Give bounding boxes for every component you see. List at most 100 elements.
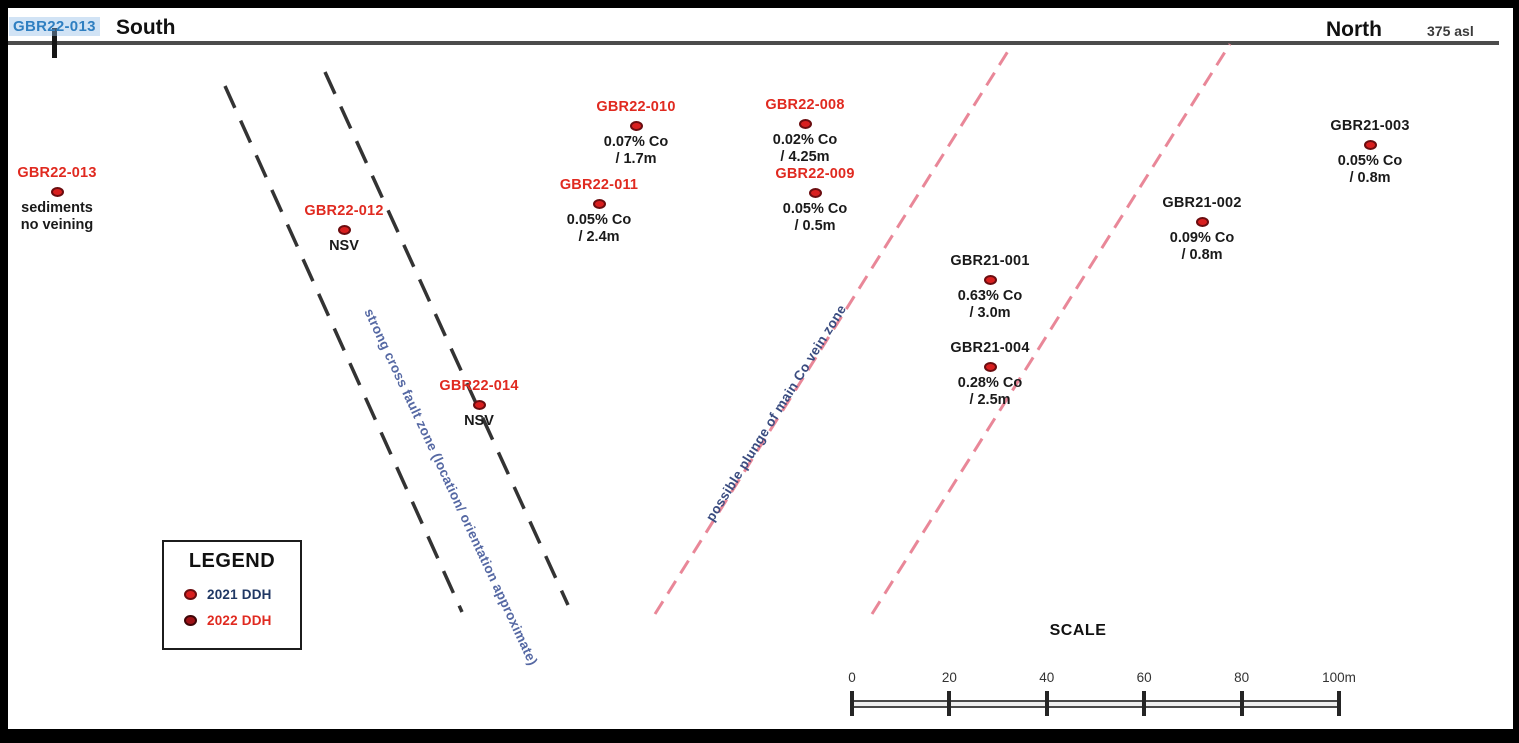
drill-hole-label: GBR21-004 [950, 340, 1030, 356]
drill-hole-notes: 0.28% Co/ 2.5m [910, 375, 1070, 409]
drill-hole-note: / 0.5m [794, 218, 836, 234]
scale-tick [850, 691, 854, 716]
drill-hole-note: 0.63% Co [957, 288, 1023, 304]
drill-hole-label: GBR22-011 [559, 177, 639, 193]
drill-hole-note: / 0.8m [1181, 247, 1223, 263]
frame-border-left [0, 0, 8, 743]
drill-hole-label: GBR22-012 [304, 203, 384, 219]
drill-hole-GBR21-003: GBR21-003 0.05% Co/ 0.8m [1290, 118, 1450, 187]
drill-hole-note: NSV [464, 413, 494, 429]
drill-hole-label: GBR21-003 [1330, 118, 1410, 134]
drill-hole-note: / 1.7m [615, 151, 657, 167]
drill-hole-note: 0.05% Co [782, 201, 848, 217]
scale-title: SCALE [1049, 622, 1107, 639]
legend-item-2021: 2021 DDH [184, 587, 300, 602]
collar-hole-label: GBR22-013 [9, 17, 100, 36]
drill-hole-notes: sediments no veining [0, 200, 137, 234]
fault-line-2 [323, 71, 570, 606]
drill-hole-dot-icon [798, 119, 812, 129]
drill-hole-GBR22-009: GBR22-009 0.05% Co/ 0.5m [735, 166, 895, 235]
scale-tick [1337, 691, 1341, 716]
scale-tick-label: 100m [1322, 670, 1356, 685]
drill-hole-notes: 0.07% Co/ 1.7m [556, 134, 716, 168]
drill-hole-note: 0.02% Co [772, 132, 838, 148]
drill-hole-note: no veining [20, 217, 94, 233]
drill-hole-GBR22-010: GBR22-010 0.07% Co/ 1.7m [556, 99, 716, 168]
elevation-label: 375 asl [1427, 23, 1474, 39]
drill-hole-GBR22-014: GBR22-014 NSV [399, 378, 559, 430]
drill-hole-note: sediments [21, 200, 93, 216]
scale-tick [1044, 691, 1049, 716]
drill-hole-dot-icon [629, 121, 643, 131]
drill-hole-notes: 0.09% Co/ 0.8m [1122, 230, 1282, 264]
north-label: North [1326, 18, 1382, 41]
drill-hole-GBR22-012: GBR22-012 NSV [264, 203, 424, 255]
scale-tick-label: 20 [941, 670, 957, 685]
fault-zone-annotation: strong cross fault zone (location/ orien… [361, 306, 541, 668]
legend-item-label: 2021 DDH [207, 587, 272, 602]
legend-item-label: 2022 DDH [207, 613, 272, 628]
scale-tick-label: 80 [1234, 670, 1250, 685]
drill-hole-dot-icon [592, 199, 606, 209]
drill-hole-notes: 0.63% Co/ 3.0m [910, 288, 1070, 322]
drill-hole-label: GBR22-010 [596, 99, 676, 115]
scale-tick-label: 60 [1136, 670, 1152, 685]
legend-title: LEGEND [188, 550, 276, 572]
drill-hole-dot-icon [1363, 140, 1377, 150]
drill-hole-notes: 0.05% Co/ 0.5m [735, 201, 895, 235]
fault-line-1 [223, 85, 464, 613]
drill-hole-dot-icon [50, 187, 64, 197]
drill-hole-notes: NSV [399, 413, 559, 430]
drill-hole-dot-icon [1195, 217, 1209, 227]
vein-zone-annotation: possible plunge of main Co vein zone [702, 302, 850, 524]
drill-hole-note: / 2.4m [578, 229, 620, 245]
drill-hole-note: / 0.8m [1349, 170, 1391, 186]
scale-tick [1142, 691, 1147, 716]
collar-tick-mark [52, 28, 57, 58]
drill-hole-note: / 2.5m [969, 392, 1011, 408]
drill-hole-label: GBR22-008 [765, 97, 845, 113]
frame-border-top [0, 0, 1519, 8]
legend-2022-ddh-dot-icon [184, 615, 197, 626]
drill-hole-GBR22-008: GBR22-008 0.02% Co/ 4.25m [725, 97, 885, 166]
drill-hole-notes: 0.05% Co/ 2.4m [519, 212, 679, 246]
frame-border-right [1513, 0, 1519, 743]
drill-hole-dot-icon [983, 275, 997, 285]
drill-hole-note: / 3.0m [969, 305, 1011, 321]
drill-hole-note: / 4.25m [780, 149, 830, 165]
drill-hole-note: 0.05% Co [566, 212, 632, 228]
legend: LEGEND 2021 DDH 2022 DDH [162, 540, 302, 650]
drill-hole-label: GBR21-002 [1162, 195, 1242, 211]
drill-hole-label: GBR21-001 [950, 253, 1030, 269]
scale-tick [947, 691, 952, 716]
drill-hole-label: GBR22-009 [775, 166, 855, 182]
drill-hole-GBR22-011: GBR22-011 0.05% Co/ 2.4m [519, 177, 679, 246]
legend-item-2022: 2022 DDH [184, 613, 300, 628]
scale-bar [852, 700, 1339, 708]
surface-elevation-line [8, 41, 1499, 45]
legend-2021-ddh-dot-icon [184, 589, 197, 600]
drill-hole-note: NSV [329, 238, 359, 254]
drill-hole-GBR21-002: GBR21-002 0.09% Co/ 0.8m [1122, 195, 1282, 264]
drill-hole-notes: 0.02% Co/ 4.25m [725, 132, 885, 166]
drill-hole-note: 0.05% Co [1337, 153, 1403, 169]
drill-hole-dot-icon [983, 362, 997, 372]
drill-hole-GBR21-004: GBR21-004 0.28% Co/ 2.5m [910, 340, 1070, 409]
drill-hole-GBR21-001: GBR21-001 0.63% Co/ 3.0m [910, 253, 1070, 322]
drill-hole-notes: NSV [264, 238, 424, 255]
drill-hole-note: 0.07% Co [603, 134, 669, 150]
drill-hole-label: GBR22-013 [17, 165, 97, 181]
frame-border-bottom [0, 729, 1519, 743]
drill-hole-label: GBR22-014 [439, 378, 519, 394]
drill-hole-GBR22-013: GBR22-013 sediments no veining [0, 165, 137, 234]
drill-hole-note: 0.09% Co [1169, 230, 1235, 246]
south-label: South [116, 16, 176, 39]
drill-hole-dot-icon [337, 225, 351, 235]
scale-tick-label: 40 [1039, 670, 1055, 685]
scale-tick [1239, 691, 1244, 716]
drill-hole-dot-icon [808, 188, 822, 198]
drill-hole-dot-icon [472, 400, 486, 410]
vein-plunge-line-2 [870, 43, 1232, 615]
scale-tick-label: 0 [848, 670, 856, 685]
